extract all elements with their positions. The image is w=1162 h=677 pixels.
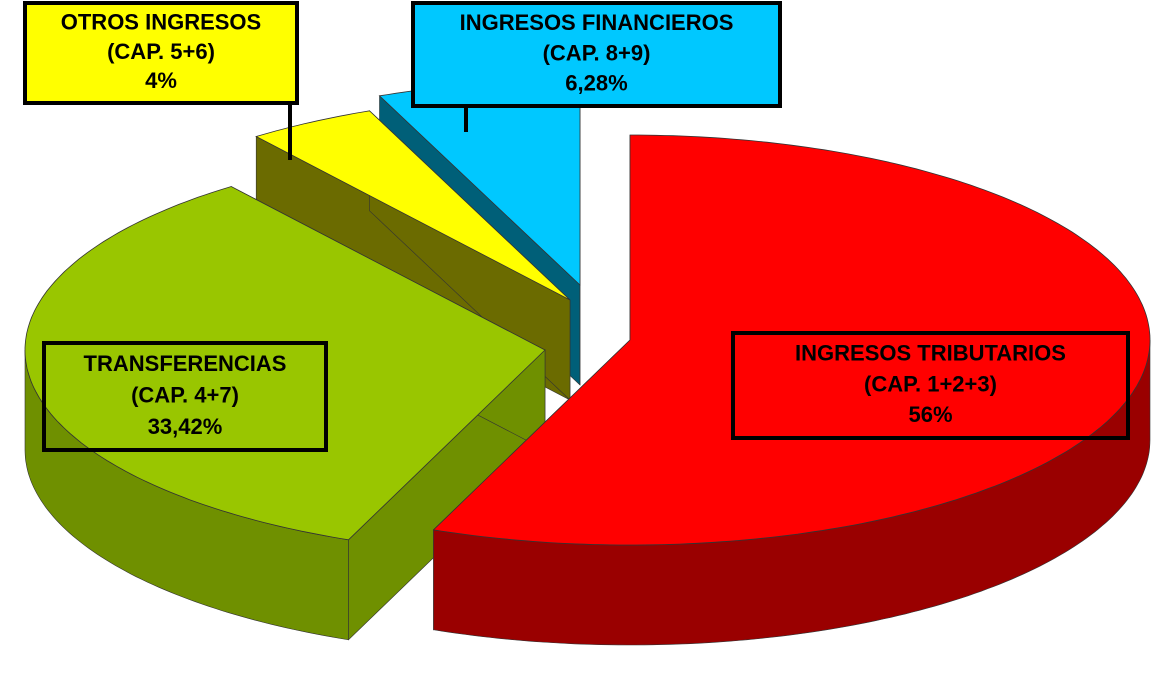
slice-chapter: (CAP. 8+9) (543, 40, 651, 65)
slice-value: 56% (908, 402, 952, 427)
slice-value: 33,42% (148, 414, 223, 439)
slice-label: INGRESOS TRIBUTARIOS (795, 340, 1066, 365)
slice-value: 4% (145, 68, 177, 93)
labels: INGRESOS TRIBUTARIOS (CAP. 1+2+3) 56% TRANS… (23, 1, 1130, 452)
slice (255, 110, 571, 301)
slice-label: INGRESOS FINANCIEROS (460, 10, 734, 35)
label-box (42, 341, 328, 452)
label-box (731, 331, 1130, 440)
slice-value: 6,28% (565, 71, 627, 96)
slice-label: OTROS INGRESOS (61, 9, 261, 34)
slice-label: TRANSFERENCIAS (84, 351, 287, 376)
slice-chapter: (CAP. 5+6) (107, 39, 215, 64)
slice-chapter: (CAP. 4+7) (131, 382, 239, 407)
label-box (411, 1, 782, 108)
slice (432, 134, 1151, 546)
label-box (23, 1, 299, 105)
slice-chapter: (CAP. 1+2+3) (864, 371, 997, 396)
